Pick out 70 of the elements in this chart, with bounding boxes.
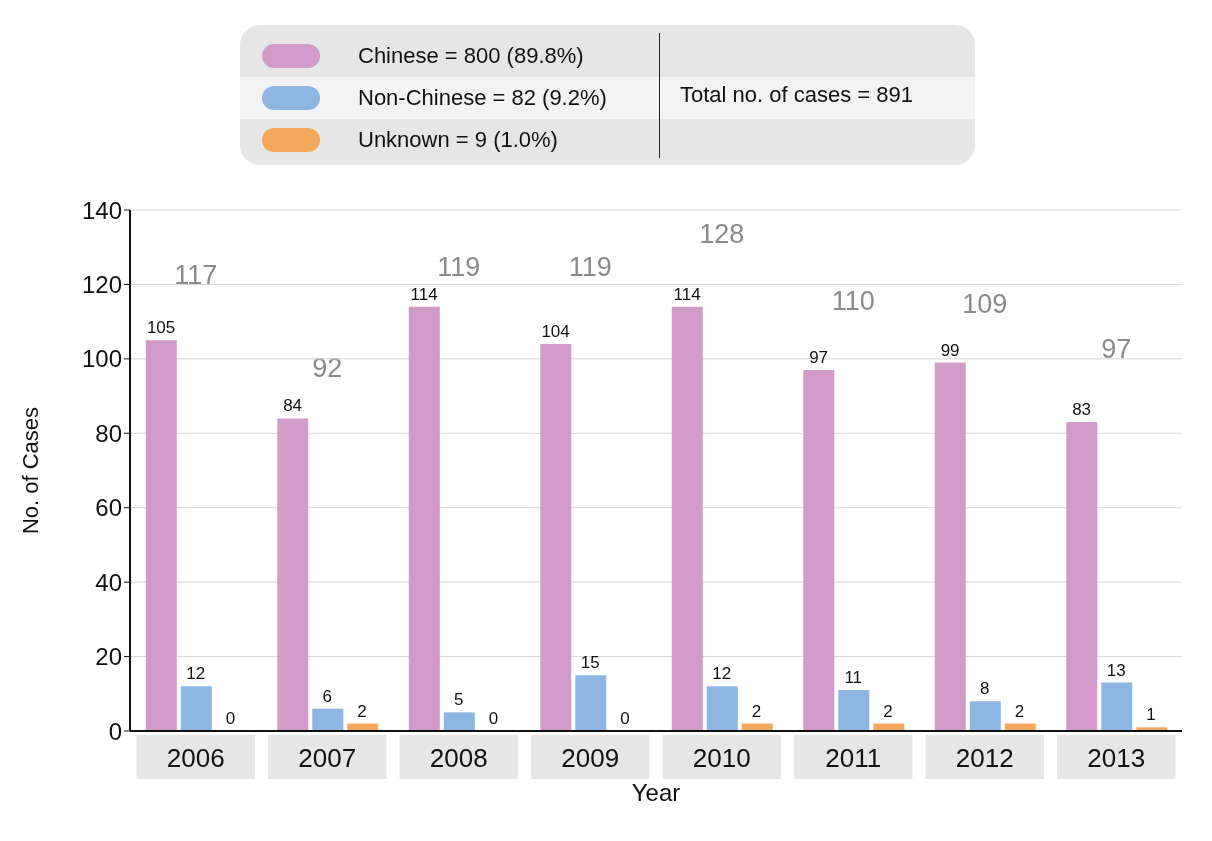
bar bbox=[1101, 682, 1133, 731]
x-tick-label: 2009 bbox=[561, 743, 620, 773]
x-tick-label: 2010 bbox=[692, 743, 751, 773]
bar bbox=[575, 675, 607, 731]
bar bbox=[408, 306, 440, 731]
total-label: 128 bbox=[699, 218, 745, 249]
total-label: 119 bbox=[437, 252, 481, 283]
bar bbox=[312, 708, 344, 731]
bar bbox=[838, 690, 870, 731]
legend-label: Chinese = 800 (89.8%) bbox=[358, 43, 584, 69]
data-label: 84 bbox=[283, 396, 303, 416]
data-label: 105 bbox=[146, 318, 176, 338]
bar bbox=[443, 712, 475, 731]
bar bbox=[671, 306, 703, 731]
x-axis-title: Year bbox=[631, 779, 681, 806]
y-tick-label: 120 bbox=[81, 270, 122, 298]
text: Total no. of cases = 891 bbox=[680, 82, 913, 108]
x-tick-label: 2007 bbox=[298, 743, 357, 773]
data-label: 83 bbox=[1072, 400, 1092, 420]
total-label: 110 bbox=[831, 285, 875, 316]
data-label: 97 bbox=[809, 348, 829, 368]
y-tick-label: 20 bbox=[95, 643, 122, 671]
data-label: 15 bbox=[580, 653, 600, 673]
total-label: 97 bbox=[1101, 334, 1132, 365]
y-tick-label: 60 bbox=[95, 494, 122, 522]
data-label: 2 bbox=[357, 701, 367, 721]
bar bbox=[277, 418, 309, 731]
bar bbox=[540, 343, 572, 731]
legend-label: Unknown = 9 (1.0%) bbox=[358, 127, 558, 153]
data-label: 5 bbox=[454, 690, 464, 710]
x-tick-label: 2011 bbox=[825, 743, 882, 773]
data-label: 2 bbox=[751, 701, 762, 721]
x-tick-label: 2013 bbox=[1087, 743, 1146, 773]
x-tick-label: 2012 bbox=[955, 743, 1014, 773]
bar bbox=[706, 686, 738, 731]
x-tick-label: 2008 bbox=[429, 743, 488, 773]
bar bbox=[803, 370, 835, 731]
bar bbox=[180, 686, 212, 731]
data-label: 8 bbox=[980, 679, 990, 699]
data-label: 2 bbox=[1014, 701, 1025, 721]
y-tick-label: 80 bbox=[95, 419, 122, 447]
bar bbox=[1066, 422, 1098, 731]
total-label: 109 bbox=[962, 289, 1008, 320]
total-label: 92 bbox=[312, 352, 343, 383]
total-label: 117 bbox=[174, 259, 218, 290]
y-tick-label: 40 bbox=[95, 568, 122, 596]
total-label: 119 bbox=[568, 252, 612, 283]
data-label: 99 bbox=[940, 340, 960, 360]
data-label: 0 bbox=[488, 709, 499, 728]
bar bbox=[145, 340, 177, 731]
data-label: 11 bbox=[844, 668, 863, 688]
data-label: 12 bbox=[186, 664, 206, 684]
data-label: 114 bbox=[410, 284, 438, 304]
data-label: 13 bbox=[1106, 660, 1126, 680]
y-tick-label: 0 bbox=[108, 717, 122, 745]
data-label: 6 bbox=[322, 686, 332, 706]
data-label: 0 bbox=[225, 709, 236, 728]
y-tick-label: 140 bbox=[81, 196, 122, 224]
data-label: 0 bbox=[620, 709, 630, 728]
data-label: 12 bbox=[712, 664, 732, 684]
bar bbox=[969, 701, 1001, 731]
bar bbox=[934, 362, 966, 731]
data-label: 1 bbox=[1146, 705, 1156, 725]
data-label: 2 bbox=[883, 701, 893, 721]
y-tick-label: 100 bbox=[81, 345, 122, 373]
x-tick-label: 2006 bbox=[166, 743, 225, 773]
y-axis-title: No. of Cases bbox=[17, 406, 43, 535]
data-label: 114 bbox=[673, 284, 701, 304]
data-label: 104 bbox=[541, 321, 570, 341]
legend-label: Non-Chinese = 82 (9.2%) bbox=[358, 85, 607, 111]
